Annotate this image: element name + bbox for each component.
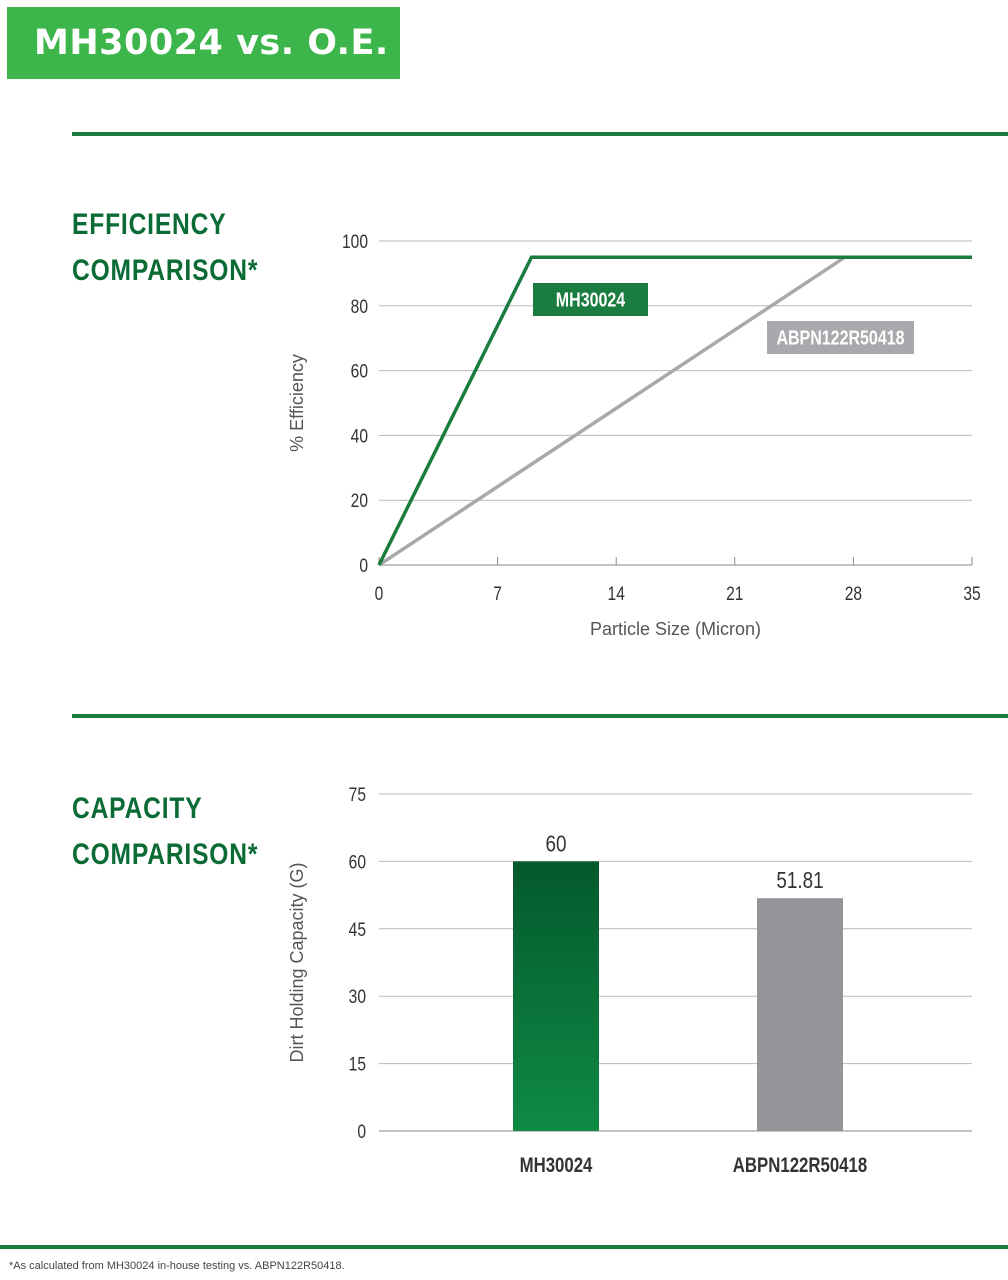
- header-banner: MH30024 vs. O.E.: [7, 7, 400, 79]
- footnote: *As calculated from MH30024 in-house tes…: [9, 1260, 345, 1272]
- x-tick-label: 14: [608, 583, 626, 605]
- bar-abpn122r50418: [757, 898, 843, 1131]
- y-tick-label: 20: [351, 490, 368, 512]
- efficiency-title-line1: EFFICIENCY: [72, 208, 227, 241]
- y-tick-label: 40: [351, 425, 368, 447]
- y-tick-label: 80: [351, 295, 368, 317]
- series-label-box: [533, 283, 648, 316]
- y-tick-label: 0: [359, 555, 368, 577]
- series-label: MH30024: [556, 289, 625, 311]
- efficiency-section-title: EFFICIENCY COMPARISON*: [72, 202, 258, 294]
- series-line-abpn122r50418: [378, 255, 972, 567]
- efficiency-title-line2: COMPARISON*: [72, 254, 259, 287]
- series-line-mh30024: [377, 255, 972, 566]
- section-divider-middle: [72, 714, 1008, 718]
- y-tick-label: 30: [349, 986, 366, 1008]
- y-tick-label: 15: [349, 1053, 366, 1075]
- x-tick-label: 7: [493, 583, 502, 605]
- x-tick-label: 21: [726, 583, 743, 605]
- section-divider-top: [72, 132, 1008, 136]
- y-axis-label: % Efficiency: [287, 354, 307, 452]
- section-divider-bottom: [0, 1245, 1008, 1249]
- y-tick-label: 0: [357, 1121, 366, 1143]
- capacity-section-title: CAPACITY COMPARISON*: [72, 786, 258, 878]
- category-label: MH30024: [520, 1154, 593, 1177]
- page-title: MH30024 vs. O.E.: [34, 23, 389, 63]
- bar-value-label: 60: [546, 832, 567, 857]
- y-tick-label: 60: [349, 851, 366, 873]
- efficiency-line-chart: 0 20 40 60 80 100 0 7 14 21 28 35 Particle Size (Mic…: [287, 231, 981, 639]
- capacity-title-line2: COMPARISON*: [72, 838, 259, 871]
- y-tick-label: 60: [351, 360, 368, 382]
- y-tick-label: 45: [349, 918, 366, 940]
- x-axis-label: Particle Size (Micron): [590, 619, 761, 639]
- y-tick-label: 75: [349, 784, 366, 806]
- y-tick-label: 100: [342, 231, 368, 253]
- series-label: ABPN122R50418: [776, 327, 904, 349]
- bar-mh30024: [513, 861, 599, 1131]
- x-tick-label: 35: [963, 583, 980, 605]
- capacity-bar-chart: 0 15 30 45 60 75 Dirt Holding Capacity (G) 60 MH…: [287, 784, 972, 1178]
- y-axis-label: Dirt Holding Capacity (G): [287, 862, 307, 1062]
- x-tick-label: 0: [375, 583, 384, 605]
- x-tick-label: 28: [845, 583, 862, 605]
- series-label-box: [767, 321, 914, 354]
- capacity-title-line1: CAPACITY: [72, 792, 203, 825]
- bar-value-label: 51.81: [776, 869, 823, 894]
- category-label: ABPN122R50418: [733, 1154, 867, 1177]
